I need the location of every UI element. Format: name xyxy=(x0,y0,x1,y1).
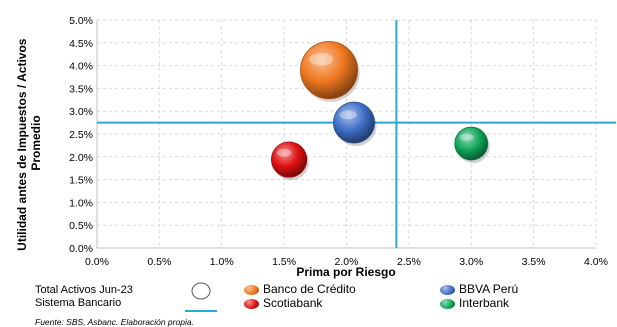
x-tick-label: 3.5% xyxy=(522,256,546,268)
red-bubble-icon xyxy=(244,298,259,309)
legend-item-interbank: Interbank xyxy=(440,297,509,310)
y-tick-label: 3.0% xyxy=(69,106,93,118)
size-label-line1: Total Activos Jun-23 xyxy=(35,284,133,296)
y-tick-label: 4.0% xyxy=(69,61,93,73)
y-tick-label: 2.0% xyxy=(69,152,93,164)
y-tick-label: 5.0% xyxy=(69,15,93,27)
x-tick-label: 3.0% xyxy=(459,256,483,268)
bubble-highlight xyxy=(276,148,292,157)
x-tick-label: 1.5% xyxy=(272,256,296,268)
legend-item-bbva-peru: BBVA Perú xyxy=(440,283,518,296)
y-tick-label: 0.0% xyxy=(69,243,93,255)
orange-bubble-icon xyxy=(244,284,259,295)
legend-item-banco-de-credito: Banco de Crédito xyxy=(244,283,356,296)
x-tick-label: 4.0% xyxy=(584,256,608,268)
y-tick-label: 1.5% xyxy=(69,175,93,187)
legend-label: BBVA Perú xyxy=(459,282,519,296)
source-note: Fuente: SBS, Asbanc. Elaboración propia. xyxy=(35,317,194,327)
x-axis-title: Prima por Riesgo xyxy=(296,265,395,279)
blue-bubble-icon xyxy=(440,284,455,295)
y-tick-label: 3.5% xyxy=(69,83,93,95)
x-tick-label: 1.0% xyxy=(210,256,234,268)
grid xyxy=(96,19,597,249)
green-bubble-icon xyxy=(440,298,455,309)
size-legend-markers xyxy=(185,282,217,312)
y-tick-label: 0.5% xyxy=(69,220,93,232)
bubble-highlight xyxy=(309,53,334,66)
y-tick-label: 4.5% xyxy=(69,38,93,50)
bubble-bbva-per- xyxy=(333,101,375,144)
y-axis-title-line1: Utilidad antes de Impuestos / Activos xyxy=(15,38,29,251)
bubble-banco-de-cr-dito xyxy=(300,41,359,100)
bubble-size-legend-label: Total Activos Jun-23 Sistema Bancario xyxy=(35,284,133,310)
y-tick-label: 2.5% xyxy=(69,129,93,141)
legend-label: Banco de Crédito xyxy=(263,282,356,296)
y-tick-label: 1.0% xyxy=(69,197,93,209)
bubble-interbank xyxy=(454,126,489,161)
size-legend-circle-icon xyxy=(191,282,211,300)
x-tick-label: 2.0% xyxy=(335,256,359,268)
y-axis-title-line2: Promedio xyxy=(29,115,43,170)
x-tick-label: 2.5% xyxy=(397,256,421,268)
y-axis-title: Utilidad antes de Impuestos / Activos Pr… xyxy=(15,35,43,251)
tick-labels: 0.0% 0.5% 1.0% 1.5% 2.0% 2.5% 3.0% 3.5% 4.0% 4.5%… xyxy=(69,15,608,268)
legend-label: Scotiabank xyxy=(263,296,323,310)
bubbles xyxy=(271,41,490,181)
legend-label: Interbank xyxy=(459,296,510,310)
bubble-highlight xyxy=(459,133,474,141)
legend-item-scotiabank: Scotiabank xyxy=(244,297,322,310)
x-tick-label: 0.0% xyxy=(85,256,109,268)
size-label-line2: Sistema Bancario xyxy=(35,297,122,309)
bubble-scotiabank xyxy=(271,141,308,178)
bubble-highlight xyxy=(339,110,357,120)
x-tick-label: 0.5% xyxy=(147,256,171,268)
